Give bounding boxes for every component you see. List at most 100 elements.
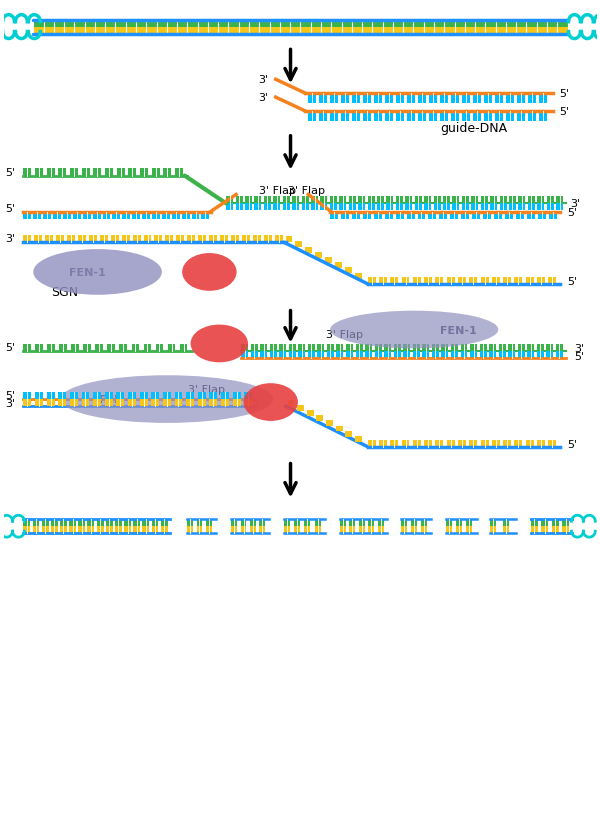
Bar bbox=[470, 352, 477, 359]
Bar bbox=[59, 345, 67, 352]
Bar bbox=[70, 169, 78, 176]
Bar bbox=[116, 169, 125, 176]
Bar bbox=[490, 197, 497, 204]
Bar bbox=[508, 345, 515, 352]
Bar bbox=[143, 345, 151, 352]
Bar bbox=[363, 94, 371, 104]
Bar bbox=[336, 426, 343, 432]
Bar bbox=[106, 527, 113, 533]
Bar bbox=[442, 352, 448, 359]
Bar bbox=[142, 213, 150, 220]
Bar bbox=[142, 519, 149, 527]
Bar bbox=[413, 352, 420, 359]
Bar bbox=[440, 94, 448, 104]
Bar bbox=[41, 527, 49, 533]
Bar bbox=[384, 345, 391, 352]
Bar bbox=[154, 236, 163, 243]
Bar bbox=[231, 519, 237, 527]
Bar bbox=[481, 197, 488, 204]
Bar bbox=[231, 236, 239, 243]
Bar bbox=[528, 204, 535, 211]
Bar bbox=[152, 169, 160, 176]
Text: 3' Flap: 3' Flap bbox=[188, 385, 225, 395]
Bar bbox=[434, 204, 440, 211]
Bar bbox=[226, 197, 233, 204]
Bar bbox=[365, 345, 372, 352]
Bar bbox=[406, 204, 412, 211]
Bar bbox=[499, 345, 506, 352]
Bar bbox=[349, 204, 356, 211]
Bar bbox=[466, 519, 472, 527]
Text: 3': 3' bbox=[259, 75, 269, 85]
Bar bbox=[283, 204, 290, 211]
Bar bbox=[111, 236, 119, 243]
Bar bbox=[161, 527, 167, 533]
Bar bbox=[128, 169, 136, 176]
Bar bbox=[489, 345, 496, 352]
Bar bbox=[250, 519, 256, 527]
Bar bbox=[140, 400, 148, 406]
Bar bbox=[186, 400, 194, 406]
Bar bbox=[241, 352, 248, 359]
Text: Fok 1: Fok 1 bbox=[255, 397, 287, 408]
Bar bbox=[103, 213, 110, 220]
Bar bbox=[311, 204, 318, 211]
Ellipse shape bbox=[330, 311, 498, 349]
Text: 3' Flap: 3' Flap bbox=[326, 329, 364, 339]
Bar bbox=[245, 204, 252, 211]
Bar bbox=[142, 527, 149, 533]
Bar bbox=[518, 204, 526, 211]
Bar bbox=[484, 112, 492, 122]
Bar bbox=[162, 213, 170, 220]
Bar bbox=[356, 352, 362, 359]
Bar bbox=[133, 527, 140, 533]
Bar bbox=[60, 519, 67, 527]
Bar bbox=[35, 400, 43, 406]
Bar bbox=[547, 345, 553, 352]
Bar bbox=[411, 527, 417, 533]
Bar bbox=[32, 519, 40, 527]
Bar bbox=[32, 527, 40, 533]
Bar bbox=[167, 345, 175, 352]
Bar bbox=[56, 236, 64, 243]
Ellipse shape bbox=[61, 376, 273, 423]
Bar bbox=[259, 527, 265, 533]
Text: 5': 5' bbox=[560, 107, 570, 117]
Text: 3': 3' bbox=[571, 199, 581, 209]
Bar bbox=[241, 527, 247, 533]
Bar bbox=[264, 204, 271, 211]
Bar bbox=[552, 527, 559, 533]
Bar bbox=[421, 519, 427, 527]
Bar bbox=[368, 527, 374, 533]
Bar bbox=[35, 392, 43, 400]
Bar bbox=[67, 236, 75, 243]
Bar bbox=[447, 278, 455, 284]
Bar bbox=[452, 204, 460, 211]
Bar bbox=[69, 519, 76, 527]
Bar bbox=[152, 519, 158, 527]
Bar bbox=[260, 345, 267, 352]
Bar bbox=[209, 392, 217, 400]
Bar bbox=[182, 213, 190, 220]
Bar bbox=[191, 213, 199, 220]
Bar bbox=[548, 213, 557, 220]
Bar bbox=[363, 213, 371, 220]
Bar bbox=[259, 519, 265, 527]
Bar bbox=[471, 197, 478, 204]
Text: Fok1: Fok1 bbox=[195, 268, 224, 278]
Bar bbox=[325, 258, 332, 264]
Bar bbox=[78, 527, 85, 533]
Bar bbox=[394, 345, 401, 352]
Bar bbox=[368, 441, 376, 447]
Bar bbox=[446, 527, 452, 533]
Bar bbox=[368, 519, 374, 527]
Bar bbox=[340, 519, 346, 527]
Bar bbox=[132, 213, 140, 220]
Text: 5': 5' bbox=[568, 277, 578, 287]
Bar bbox=[379, 278, 387, 284]
Bar bbox=[352, 94, 360, 104]
Bar bbox=[340, 204, 346, 211]
Bar bbox=[155, 345, 163, 352]
Bar bbox=[451, 352, 458, 359]
Bar bbox=[264, 197, 271, 204]
